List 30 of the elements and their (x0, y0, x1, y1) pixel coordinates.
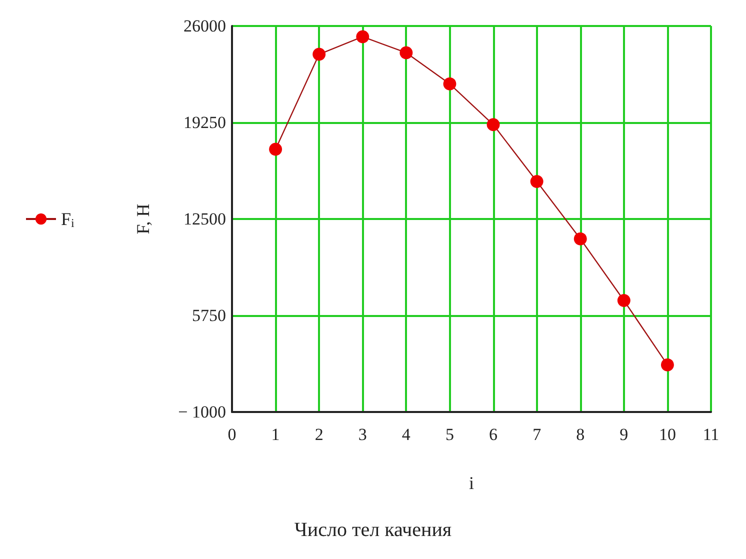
y-tick-label: − 1000 (178, 402, 226, 422)
point (443, 77, 456, 90)
point (400, 46, 413, 60)
x-tick-label: 8 (576, 425, 585, 444)
point (269, 142, 282, 156)
y-tick-label: 26000 (184, 16, 226, 36)
point (660, 358, 674, 372)
y-tick-label: 12500 (184, 210, 226, 228)
x-tick-label: 10 (658, 425, 676, 444)
x-axis-title: i (468, 473, 474, 493)
point (530, 175, 544, 188)
point (312, 48, 326, 61)
x-tick-label: 9 (620, 425, 628, 444)
x-tick-label: 11 (702, 425, 720, 444)
x-tick-label: 0 (228, 425, 236, 444)
y-tick-label: 5750 (192, 306, 226, 325)
x-tick-label: 4 (402, 425, 411, 444)
point (617, 294, 630, 307)
x-tick-label: 3 (358, 425, 367, 444)
point (486, 118, 500, 132)
text: Число тел качения (294, 519, 452, 541)
point (356, 30, 370, 44)
x-tick-label: 6 (489, 425, 498, 444)
x-tick-label: 1 (271, 425, 280, 444)
x-tick-label: 7 (532, 425, 542, 444)
x-tick-label: 5 (445, 425, 454, 444)
x-tick-label: 2 (314, 425, 324, 444)
y-tick-label: 19250 (184, 113, 226, 132)
y-axis-title: F, H (133, 204, 153, 234)
point (574, 232, 587, 246)
